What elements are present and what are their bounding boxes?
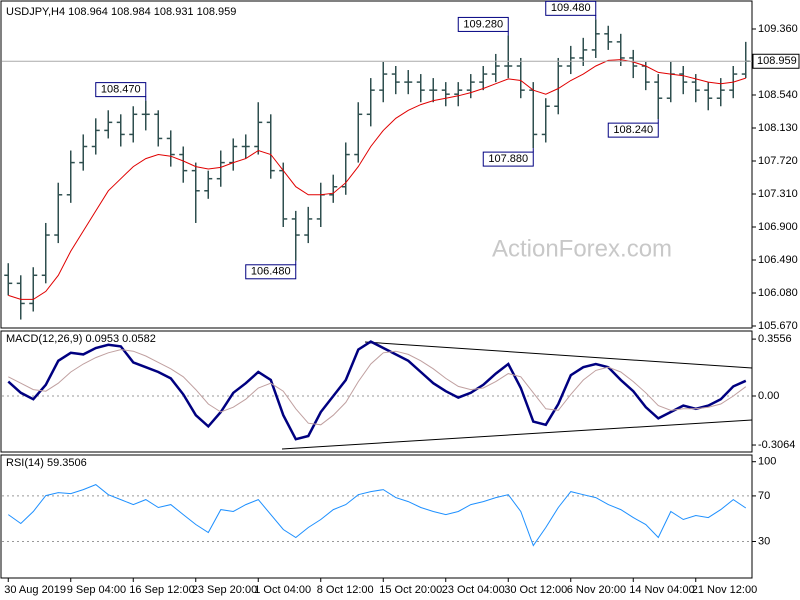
y-tick-label: 0.00 xyxy=(758,390,779,402)
y-tick-label: 109.360 xyxy=(758,23,798,35)
y-tick-label: 107.310 xyxy=(758,188,798,200)
trendline xyxy=(281,419,753,450)
x-tick-label: 9 Sep 04:00 xyxy=(67,584,126,596)
annotation-box xyxy=(482,151,534,167)
watermark: ActionForex.com xyxy=(492,235,672,262)
annotation-label: 108.240 xyxy=(613,124,653,136)
x-tick-label: 15 Oct 20:00 xyxy=(379,584,442,596)
annotation-label: 106.480 xyxy=(251,266,291,278)
x-tick-label: 1 Oct 04:00 xyxy=(254,584,311,596)
annotation-label: 108.470 xyxy=(101,84,141,96)
annotation-box xyxy=(457,16,509,32)
last-price-label: 108.959 xyxy=(757,55,797,67)
last-price-box xyxy=(752,53,800,69)
y-tick-label: 106.490 xyxy=(758,254,798,266)
y-tick-label: 108.540 xyxy=(758,89,798,101)
annotation-label: 109.280 xyxy=(463,18,503,30)
y-tick-label: 107.720 xyxy=(758,155,798,167)
annotation-box xyxy=(545,0,597,16)
y-tick-label: -0.3064 xyxy=(758,439,795,451)
y-tick-label: 30 xyxy=(758,535,770,547)
y-tick-label: 100 xyxy=(758,456,776,468)
series-line xyxy=(8,59,746,300)
series-line xyxy=(7,340,747,441)
rsi-panel xyxy=(0,454,753,579)
x-tick-label: 23 Oct 04:00 xyxy=(442,584,505,596)
y-tick-label: 106.080 xyxy=(758,287,798,299)
panel-title: USDJPY,H4 108.964 108.984 108.931 108.95… xyxy=(6,6,236,18)
annotation-box xyxy=(95,82,147,98)
x-tick-label: 6 Nov 20:00 xyxy=(567,584,626,596)
panel-title: MACD(12,26,9) 0.0953 0.0582 xyxy=(6,333,156,345)
y-tick-label: 105.670 xyxy=(758,320,798,332)
price-panel xyxy=(0,0,753,329)
annotation-label: 109.480 xyxy=(551,2,591,14)
trendline xyxy=(364,341,753,369)
x-tick-label: 30 Oct 12:00 xyxy=(504,584,567,596)
x-tick-label: 14 Nov 04:00 xyxy=(629,584,694,596)
y-tick-label: 0.3556 xyxy=(758,333,792,345)
panel-title: RSI(14) 59.3506 xyxy=(6,457,87,469)
series-line xyxy=(8,484,747,547)
y-tick-label: 106.900 xyxy=(758,221,798,233)
y-tick-label: 70 xyxy=(758,490,770,502)
annotation-box xyxy=(607,122,659,138)
x-tick-label: 21 Nov 12:00 xyxy=(692,584,757,596)
x-tick-label: 30 Aug 2019 xyxy=(4,584,66,596)
y-tick-label: 108.130 xyxy=(758,122,798,134)
annotation-label: 107.880 xyxy=(488,153,528,165)
x-tick-label: 8 Oct 12:00 xyxy=(317,584,374,596)
annotation-box xyxy=(245,264,297,280)
macd-panel xyxy=(0,330,753,453)
x-tick-label: 23 Sep 20:00 xyxy=(192,584,257,596)
series-line xyxy=(8,349,747,426)
x-tick-label: 16 Sep 12:00 xyxy=(129,584,194,596)
